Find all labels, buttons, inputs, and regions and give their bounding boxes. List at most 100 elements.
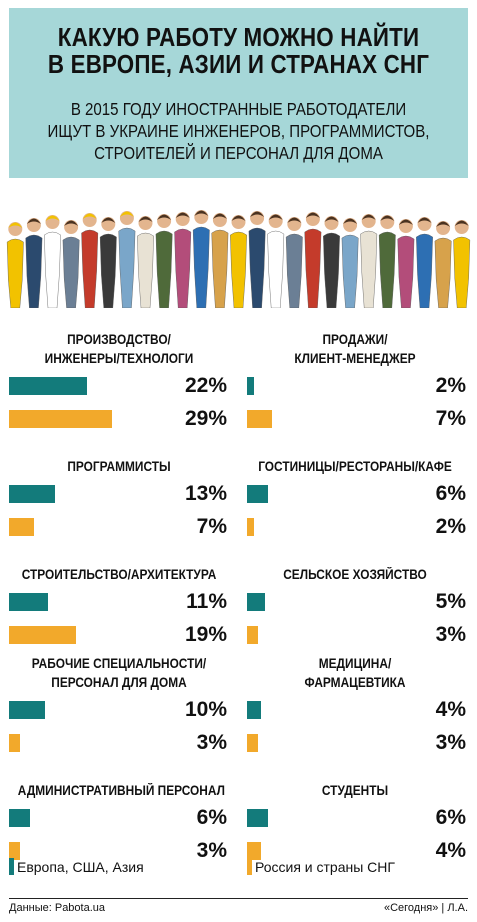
value-label: 7% (196, 515, 227, 538)
value-label: 19% (184, 623, 227, 646)
person-figure (44, 215, 61, 308)
value-label: 6% (196, 806, 227, 829)
title-line-2: В ЕВРОПЕ, АЗИИ И СТРАНАХ СНГ (47, 49, 430, 79)
value-label: 5% (435, 590, 466, 613)
value-label: 29% (184, 407, 227, 430)
category-label: СТУДЕНТЫ (254, 781, 456, 800)
bar-series-1 (9, 701, 45, 719)
bar-series-1 (9, 377, 88, 395)
person-figure (81, 213, 99, 308)
value-label: 4% (435, 698, 466, 721)
bar-series-1 (9, 485, 56, 503)
category-label: СЕЛЬСКОЕ ХОЗЯЙСТВО (254, 565, 456, 584)
category-label: АДМИНИСТРАТИВНЫЙ ПЕРСОНАЛ (17, 781, 225, 800)
value-label: 11% (186, 590, 227, 613)
category-label-line: ФАРМАЦЕВТИКА (304, 675, 406, 690)
person-figure (304, 212, 322, 308)
category-label-line: РАБОЧИЕ СПЕЦИАЛЬНОСТИ/ (31, 656, 207, 671)
legend-label-series-2: Россия и страны СНГ (255, 858, 395, 875)
value-label: 7% (435, 407, 466, 430)
legend: Европа, США, Азия Россия и страны СНГ (0, 858, 477, 882)
person-figure (211, 213, 229, 308)
category-label-line: ПЕРСОНАЛ ДЛЯ ДОМА (51, 675, 187, 690)
bar-series-2 (9, 518, 34, 536)
category-label: СТРОИТЕЛЬСТВО/АРХИТЕКТУРА (18, 565, 220, 584)
category-label-line: ИНЖЕНЕРЫ/ТЕХНОЛОГИ (44, 351, 194, 366)
footer-divider (9, 898, 468, 899)
bar-series-1 (247, 485, 269, 503)
bar-series-2 (247, 626, 258, 644)
person-figure (174, 212, 192, 308)
category-label-line: АДМИНИСТРАТИВНЫЙ ПЕРСОНАЛ (17, 783, 225, 798)
bar-series-2 (247, 410, 272, 428)
legend-swatch-series-1 (9, 858, 14, 875)
page-subtitle: В 2015 ГОДУ ИНОСТРАННЫЕ РАБОТОДАТЕЛИ ИЩУ… (41, 98, 436, 164)
person-figure (360, 214, 378, 308)
person-figure (453, 220, 471, 308)
person-figure (397, 219, 415, 308)
legend-swatch-series-2 (247, 858, 252, 875)
category-label-line: ПРОГРАММИСТЫ (67, 459, 171, 474)
person-figure (6, 222, 24, 308)
value-label: 3% (196, 731, 227, 754)
legend-item-series-1: Европа, США, Азия (9, 858, 144, 875)
value-label: 2% (435, 374, 466, 397)
category-label-line: КЛИЕНТ-МЕНЕДЖЕР (294, 351, 416, 366)
page-title: КАКУЮ РАБОТУ МОЖНО НАЙТИ В ЕВРОПЕ, АЗИИ … (41, 24, 436, 78)
value-label: 10% (184, 698, 227, 721)
bar-series-1 (9, 593, 49, 611)
category-label: ПРОДАЖИ/КЛИЕНТ-МЕНЕДЖЕР (254, 330, 456, 368)
legend-label-series-1: Европа, США, Азия (17, 858, 144, 875)
person-figure (285, 217, 303, 308)
category-label-line: ПРОДАЖИ/ (322, 332, 388, 347)
bar-series-1 (247, 593, 265, 611)
bar-series-2 (247, 518, 255, 536)
value-label: 3% (435, 623, 466, 646)
person-figure (118, 211, 136, 308)
bar-series-2 (9, 842, 20, 860)
person-figure (416, 217, 433, 308)
person-figure (25, 218, 43, 308)
person-figure (248, 211, 266, 308)
value-label: 4% (435, 839, 466, 862)
person-figure (230, 215, 247, 308)
bar-series-2 (9, 734, 20, 752)
value-label: 6% (435, 482, 466, 505)
person-figure (62, 220, 80, 308)
value-label: 2% (435, 515, 466, 538)
value-label: 3% (435, 731, 466, 754)
subtitle-line-1: В 2015 ГОДУ ИНОСТРАННЫЕ РАБОТОДАТЕЛИ (70, 99, 407, 119)
category-label-line: МЕДИЦИНА/ (318, 656, 392, 671)
category-label: ПРОГРАММИСТЫ (18, 457, 220, 476)
bar-series-1 (247, 377, 255, 395)
category-label-line: СТРОИТЕЛЬСТВО/АРХИТЕКТУРА (21, 567, 217, 582)
value-label: 13% (184, 482, 227, 505)
header-banner: КАКУЮ РАБОТУ МОЖНО НАЙТИ В ЕВРОПЕ, АЗИИ … (9, 8, 468, 178)
person-figure (378, 215, 396, 308)
subtitle-line-3: СТРОИТЕЛЕЙ И ПЕРСОНАЛ ДЛЯ ДОМА (94, 143, 383, 163)
person-figure (137, 216, 154, 308)
category-label: ПРОИЗВОДСТВО/ИНЖЕНЕРЫ/ТЕХНОЛОГИ (18, 330, 220, 368)
category-label-line: СЕЛЬСКОЕ ХОЗЯЙСТВО (283, 567, 427, 582)
people-photo-strip (6, 210, 471, 308)
value-label: 6% (435, 806, 466, 829)
person-figure (267, 214, 285, 308)
person-figure (434, 221, 452, 308)
source-note: Данные: Pabota.ua (9, 902, 106, 914)
person-figure (341, 218, 359, 308)
bar-series-2 (247, 734, 258, 752)
category-label-line: СТУДЕНТЫ (321, 783, 389, 798)
person-figure (323, 216, 340, 308)
credit-note: «Сегодня» | Л.А. (383, 902, 468, 914)
category-label: ГОСТИНИЦЫ/РЕСТОРАНЫ/КАФЕ (254, 457, 456, 476)
bar-series-1 (9, 809, 31, 827)
value-label: 22% (184, 374, 227, 397)
category-label-line: ГОСТИНИЦЫ/РЕСТОРАНЫ/КАФЕ (258, 459, 452, 474)
person-figure (99, 217, 117, 308)
value-label: 3% (196, 839, 227, 862)
legend-item-series-2: Россия и страны СНГ (247, 858, 395, 875)
subtitle-line-2: ИЩУТ В УКРАИНЕ ИНЖЕНЕРОВ, ПРОГРАММИСТОВ, (47, 121, 430, 141)
bar-series-2 (247, 842, 262, 860)
category-label: МЕДИЦИНА/ФАРМАЦЕВТИКА (254, 654, 456, 692)
person-figure (192, 210, 210, 308)
